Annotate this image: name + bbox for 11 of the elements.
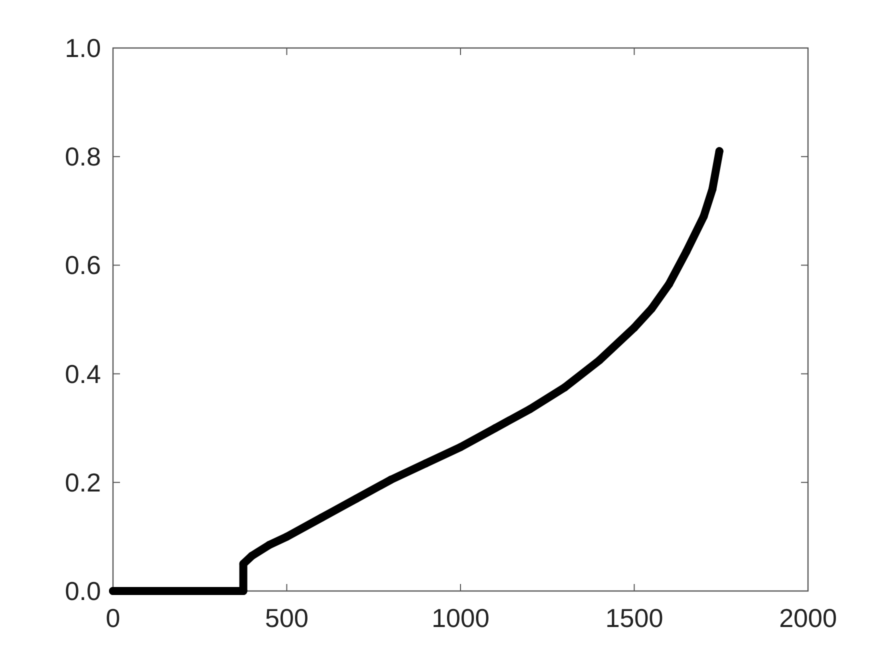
- y-tick-label: 0.4: [64, 358, 101, 389]
- y-tick-label: 0.8: [64, 142, 101, 172]
- y-tick-label: 0.6: [64, 250, 101, 280]
- x-tick-label: 1000: [432, 603, 490, 633]
- x-tick-label: 1500: [605, 603, 664, 633]
- x-tick-label: 2000: [779, 603, 837, 633]
- x-tick-label: 0: [106, 603, 120, 633]
- y-tick-label: 0.0: [64, 576, 101, 606]
- y-tick-label: 1.0: [64, 33, 101, 63]
- y-tick-label: 0.2: [64, 467, 101, 498]
- x-tick-label: 500: [265, 603, 308, 633]
